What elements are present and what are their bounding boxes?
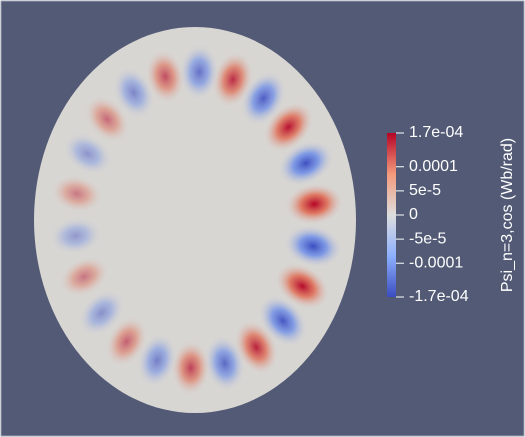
field-pattern [49, 43, 345, 397]
blob [277, 140, 335, 187]
blob [274, 262, 330, 310]
blob [179, 43, 220, 101]
blob [284, 182, 345, 226]
blob [50, 174, 104, 214]
blob [145, 48, 186, 105]
blob [62, 132, 113, 176]
blob [105, 315, 149, 368]
colorbar [387, 133, 396, 297]
colorbar-tick-label: 0 [409, 206, 418, 223]
blob [262, 101, 315, 153]
blob [204, 334, 246, 392]
colorbar-tick-label: 1.7e-04 [409, 124, 463, 141]
blob [170, 339, 211, 397]
blob [49, 216, 103, 255]
colorbar-tick-label: 0.0001 [409, 158, 458, 175]
blob [233, 319, 279, 376]
blob [58, 255, 110, 298]
colorbar-tick-label: -0.0001 [409, 254, 463, 271]
colorbar-tick-label: 5e-5 [409, 182, 441, 199]
blob [283, 224, 343, 268]
blob [84, 95, 131, 144]
blob [112, 66, 155, 119]
colorbar-title: Psi_n=3,cos (Wb/rad) [499, 138, 516, 292]
colorbar-tick-label: -5e-5 [409, 230, 446, 247]
colorbar-tick-label: -1.7e-04 [409, 288, 469, 305]
colorbar-ticks: 1.7e-04 0.0001 5e-5 0 -5e-5 -0.0001 -1.7e-04 [396, 124, 469, 305]
blob [136, 333, 178, 388]
blob [78, 289, 126, 337]
